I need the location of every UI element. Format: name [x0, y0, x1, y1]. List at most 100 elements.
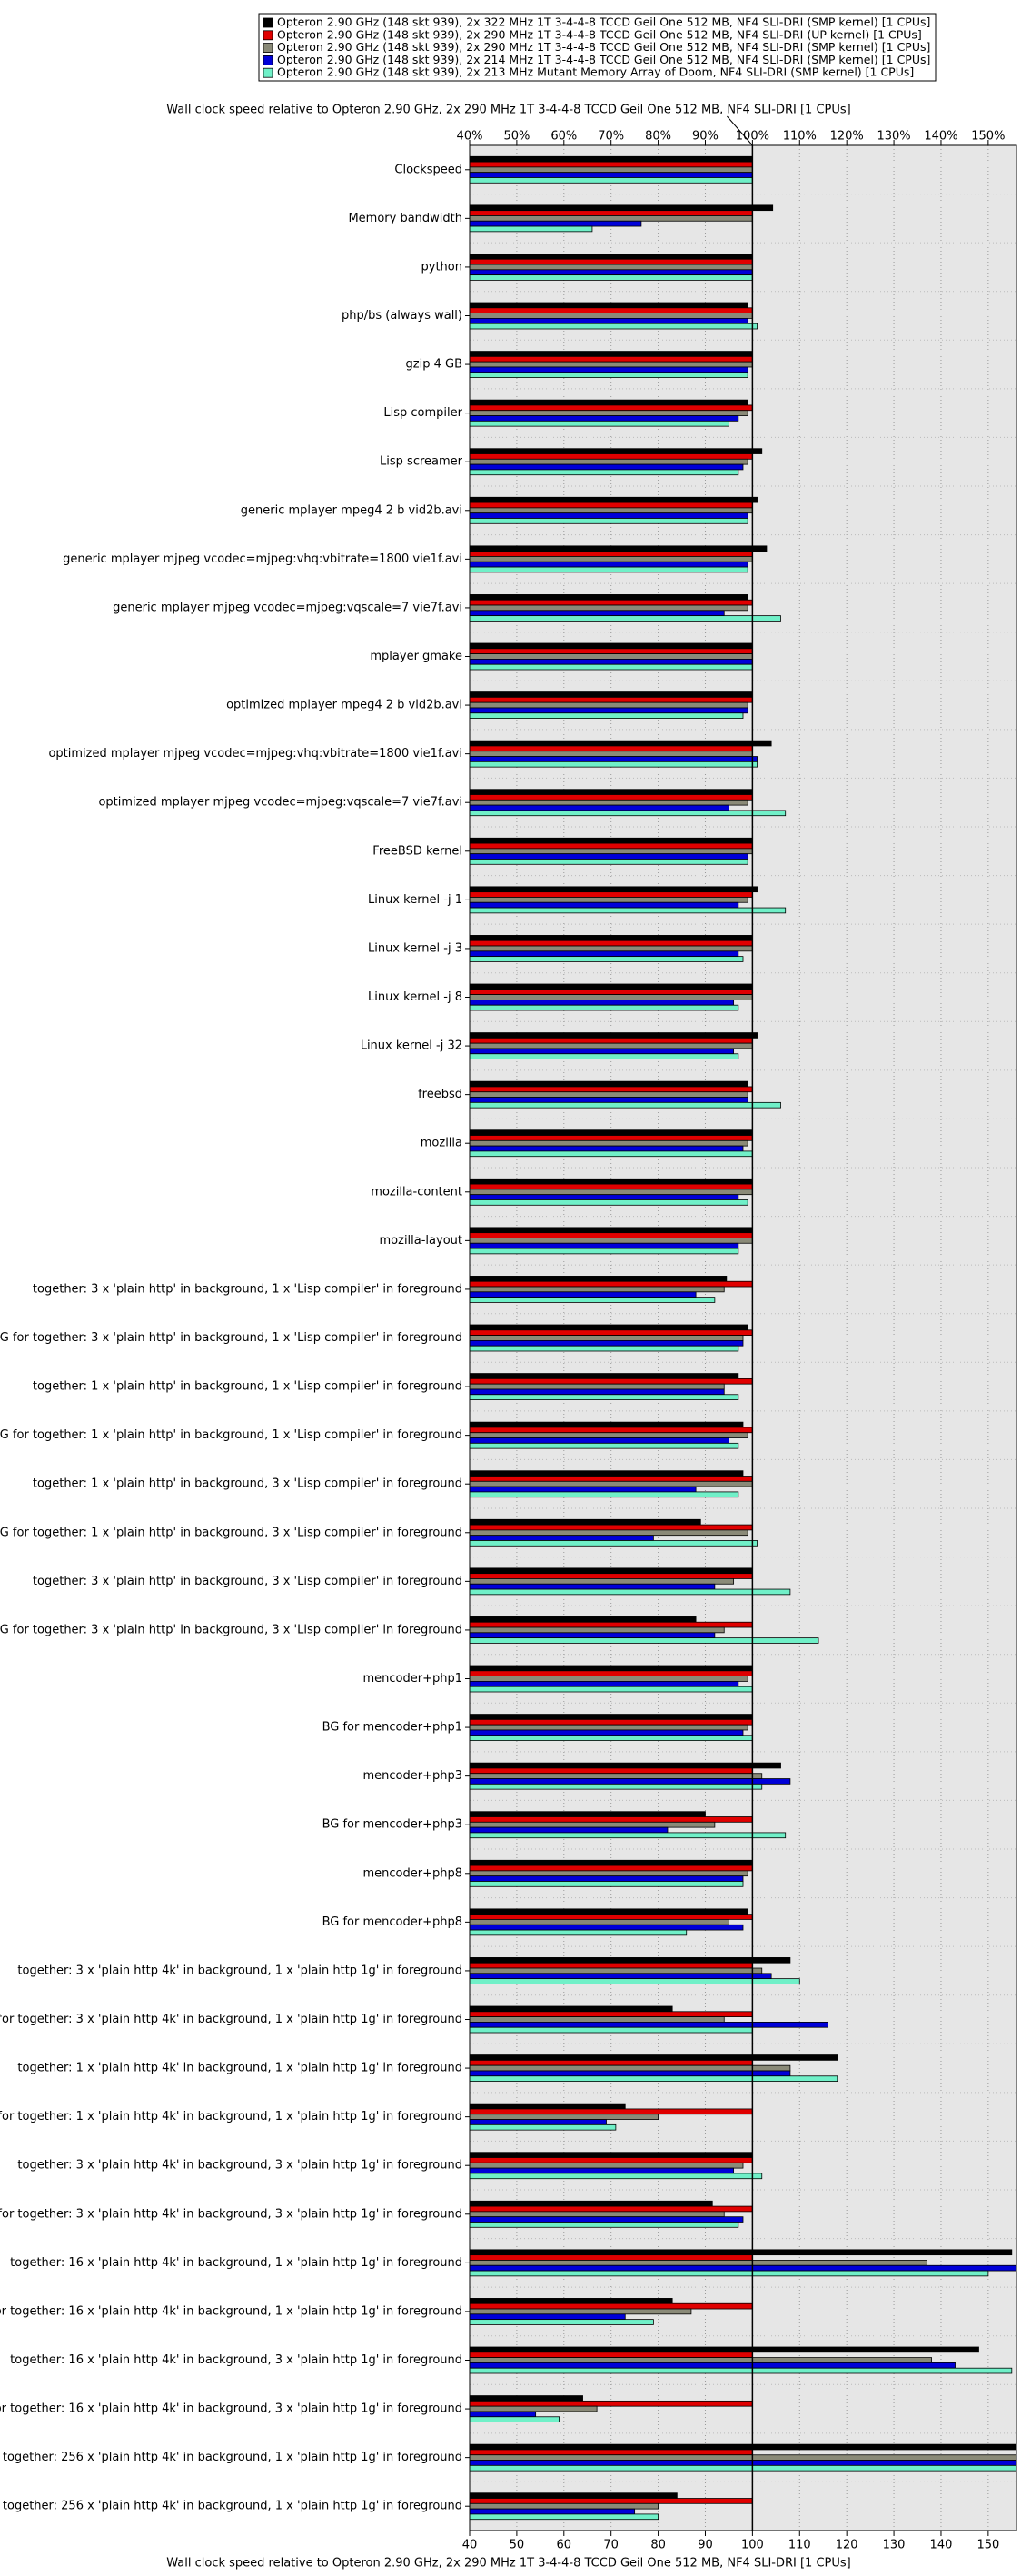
bar	[470, 1767, 753, 1775]
y-tick-label: BG for mencoder+php8	[322, 1915, 462, 1929]
bar	[470, 323, 758, 330]
bar	[470, 2157, 753, 2163]
bar	[470, 1053, 739, 1059]
x-tick-label: 60	[557, 2539, 572, 2552]
x2-tick-label: 140%	[924, 130, 957, 144]
bar	[470, 1573, 753, 1579]
bar	[470, 2205, 753, 2213]
bar	[470, 1335, 744, 1341]
bar	[470, 989, 753, 996]
bar	[470, 258, 753, 265]
bar	[470, 1286, 725, 1293]
bar	[470, 2103, 626, 2110]
bar	[470, 161, 753, 168]
bar	[470, 1919, 729, 1925]
bar	[470, 848, 753, 855]
bar	[470, 2064, 791, 2072]
bar	[470, 2216, 744, 2223]
bar	[470, 502, 753, 509]
bar	[470, 210, 753, 216]
bar	[470, 1686, 753, 1693]
bar	[470, 756, 758, 762]
bar	[470, 1280, 753, 1288]
bar	[470, 789, 753, 795]
y-tick-label: BG for together: 1 x 'plain http 4k' in …	[0, 2110, 462, 2123]
bar	[470, 551, 753, 557]
bar	[470, 317, 748, 324]
bar	[470, 2302, 753, 2310]
bar	[470, 1821, 716, 1828]
legend-box	[258, 13, 937, 82]
bar	[470, 415, 739, 422]
bar	[470, 1832, 787, 1839]
bar	[470, 837, 753, 844]
bar	[470, 1378, 753, 1385]
x2-tick-label: 90%	[692, 130, 719, 144]
bar	[470, 1535, 654, 1541]
x-tick-label: 80	[650, 2539, 666, 2552]
bar	[470, 2298, 673, 2304]
bar	[470, 307, 753, 313]
bar	[470, 994, 753, 1000]
bar	[470, 2200, 713, 2207]
bar	[470, 556, 753, 562]
x2-tick-label: 110%	[783, 130, 817, 144]
bar	[470, 1383, 725, 1390]
bar	[470, 2319, 654, 2325]
bar	[470, 2070, 791, 2077]
y-tick-label: together: 1 x 'plain http' in background…	[33, 1477, 462, 1491]
x2-tick-label: 120%	[830, 130, 864, 144]
bar	[470, 2308, 692, 2315]
y-tick-label: together: 3 x 'plain http 4k' in backgro…	[17, 2159, 462, 2173]
legend: Opteron 2.90 GHz (148 skt 939), 2x 322 M…	[258, 13, 937, 82]
legend-swatch	[263, 43, 273, 53]
x-tick-label: 120	[836, 2539, 858, 2552]
y-tick-label: together: 256 x 'plain http 4k' in backg…	[3, 2451, 462, 2464]
bar	[470, 2411, 537, 2418]
bar	[470, 1783, 763, 1790]
bar	[470, 983, 753, 990]
legend-label: Opteron 2.90 GHz (148 skt 939), 2x 213 M…	[277, 65, 914, 79]
x-tick-label: 100	[741, 2539, 764, 2552]
legend-label: Opteron 2.90 GHz (148 skt 939), 2x 214 M…	[277, 53, 930, 66]
bar	[470, 1724, 748, 1731]
bar	[470, 2313, 626, 2321]
y-tick-label: BG for together: 1 x 'plain http' in bac…	[0, 1428, 462, 1442]
bar	[470, 1540, 758, 1547]
bar	[470, 1080, 748, 1088]
bar	[470, 1276, 728, 1282]
bar	[470, 2270, 989, 2277]
y-tick-label: freebsd	[418, 1088, 462, 1101]
bar	[470, 1329, 753, 1337]
bar	[470, 1714, 753, 1720]
bar	[470, 2492, 678, 2499]
bar	[470, 2346, 979, 2353]
bar	[470, 2054, 838, 2061]
bar	[470, 610, 725, 617]
bar	[470, 648, 753, 654]
bar	[470, 1194, 739, 1200]
bar	[470, 1762, 781, 1769]
bar	[470, 1242, 739, 1249]
bar	[470, 2059, 753, 2066]
bar	[470, 566, 748, 573]
chart-title: Wall clock speed relative to Opteron 2.9…	[166, 104, 850, 117]
x2-tick-label: 130%	[877, 130, 910, 144]
y-tick-label: mozilla-layout	[380, 1234, 463, 1248]
bar	[470, 264, 753, 271]
bar	[470, 1037, 753, 1044]
bar	[470, 448, 763, 454]
bar	[470, 2460, 1016, 2466]
bar	[470, 399, 748, 406]
bar	[470, 225, 593, 233]
bar	[470, 313, 753, 319]
bar	[470, 794, 753, 801]
bar	[470, 1340, 744, 1347]
bar	[470, 1476, 753, 1482]
bar	[470, 799, 748, 806]
y-tick-label: BG for together: 16 x 'plain http 4k' in…	[0, 2402, 462, 2416]
bar	[470, 804, 729, 811]
y-tick-label: mozilla	[421, 1137, 462, 1150]
bar	[470, 1232, 753, 1238]
